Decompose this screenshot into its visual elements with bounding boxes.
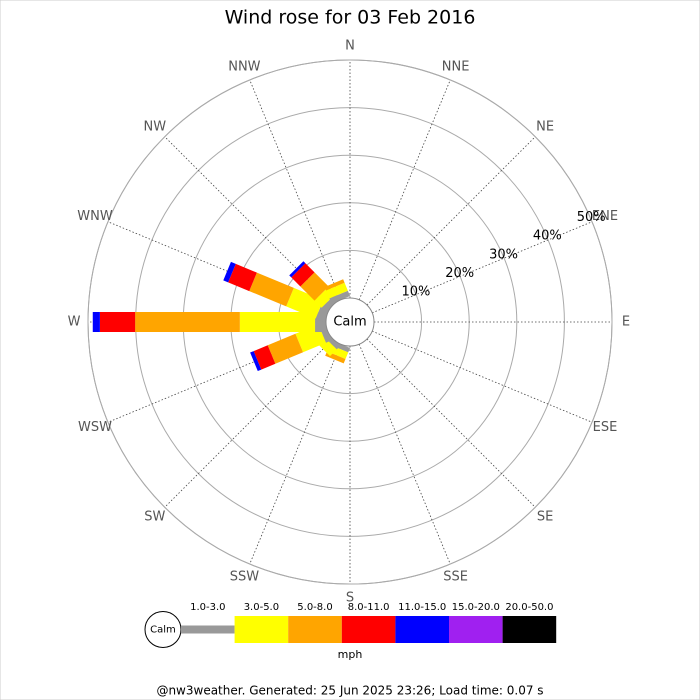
spoke (249, 344, 342, 565)
wind-bar (99, 312, 136, 332)
direction-label: SSE (443, 569, 468, 584)
spoke (164, 338, 334, 508)
calm-circle (325, 297, 375, 347)
legend-swatch (181, 625, 235, 634)
wind-bar (329, 290, 351, 304)
wind-bar (92, 312, 100, 332)
direction-label: E (622, 315, 630, 330)
wind-bar (253, 345, 276, 370)
direction-label: NNW (228, 60, 260, 75)
direction-label: W (68, 315, 81, 330)
footer: @nw3weather. Generated: 25 Jun 2025 23:2… (156, 684, 543, 698)
legend-label: 11.0-15.0 (398, 602, 446, 613)
r-tick-label: 10% (401, 285, 430, 300)
legend-swatch (502, 616, 557, 643)
legend-label: 5.0-8.0 (297, 602, 332, 613)
spoke (366, 338, 536, 508)
direction-label: ENE (592, 209, 618, 224)
wind-bar (250, 351, 262, 372)
wind-bar (291, 263, 315, 287)
direction-label: SSW (230, 569, 260, 584)
direction-label: WSW (78, 420, 112, 435)
legend-label: 1.0-3.0 (190, 602, 225, 613)
wind-bar (300, 272, 329, 301)
spoke (372, 330, 593, 423)
direction-label: ESE (593, 420, 618, 435)
wind-bar (289, 261, 306, 278)
legend-label: 3.0-5.0 (244, 602, 279, 613)
spoke (372, 221, 593, 314)
chart-title: Wind rose for 03 Feb 2016 (225, 7, 476, 29)
legend-label: 8.0-11.0 (348, 602, 390, 613)
wind-bar (228, 263, 257, 292)
direction-label: S (346, 591, 354, 606)
legend-label: 15.0-20.0 (452, 602, 500, 613)
legend-swatch (288, 616, 342, 643)
calm-label: Calm (333, 315, 366, 330)
wind-bar (286, 287, 324, 319)
wind-bar (326, 282, 348, 299)
direction-label: SE (537, 510, 553, 525)
direction-label: NE (536, 119, 554, 134)
unit-label: mph (338, 648, 363, 661)
legend-swatch (234, 616, 289, 643)
spoke (358, 79, 451, 300)
r-tick-label: 20% (445, 266, 474, 281)
direction-label: N (345, 39, 355, 54)
legend-label: 20.0-50.0 (505, 602, 553, 613)
r-tick-label: 30% (489, 247, 518, 262)
direction-label: SW (144, 510, 165, 525)
spoke (366, 136, 536, 306)
legend-swatch (449, 616, 503, 643)
wind-bar (249, 272, 294, 307)
legend-calm-label: Calm (150, 625, 176, 636)
spoke (358, 344, 451, 565)
direction-label: NW (144, 119, 167, 134)
legend-swatch (395, 616, 449, 643)
wind-bar (239, 312, 316, 332)
wind-bar (267, 333, 304, 364)
direction-label: NNE (442, 60, 470, 75)
direction-label: WNW (77, 209, 113, 224)
legend-swatch (341, 616, 396, 643)
wind-bar (223, 261, 236, 283)
grid-ring (87, 59, 613, 585)
r-tick-label: 50% (577, 210, 606, 225)
wind-bar (324, 279, 345, 291)
wind-bar (135, 312, 240, 332)
spoke (249, 79, 342, 300)
r-tick-label: 40% (533, 229, 562, 244)
